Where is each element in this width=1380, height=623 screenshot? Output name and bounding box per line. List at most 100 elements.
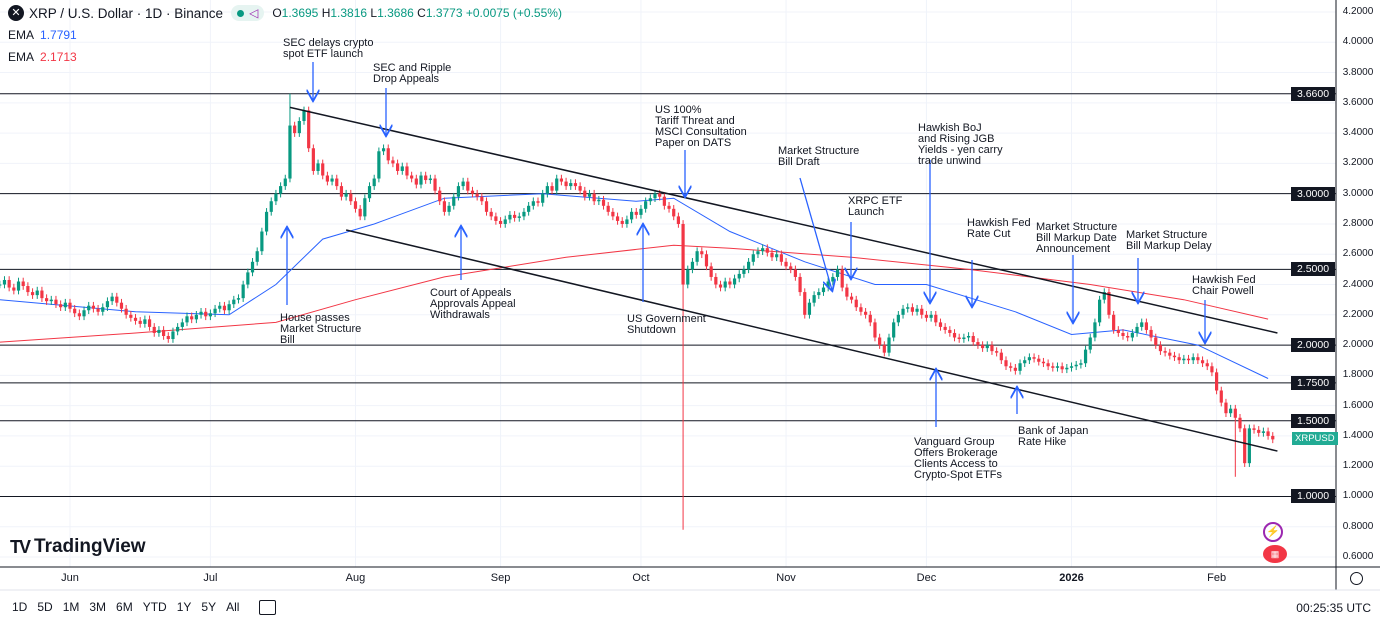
candle-body [784,261,788,267]
candle-body [513,214,517,218]
range-ytd[interactable]: YTD [142,600,167,614]
candle-body [293,125,297,134]
level-price-label: 2.5000 [1291,262,1335,277]
range-1y[interactable]: 1Y [176,600,192,614]
candle-body [63,302,67,308]
candle-body [250,261,255,273]
candle-body [564,181,568,187]
ema-slow-legend[interactable]: EMA 2.1713 [8,50,77,64]
candle-body [180,322,184,327]
candle-body [1055,366,1060,368]
candle-body [115,296,119,303]
ohlc-readout: O1.3695 H1.3816 L1.3686 C1.3773 +0.0075 … [272,6,562,20]
candle-body [1074,364,1078,367]
candle-body [793,269,797,277]
go-to-date-calendar-icon[interactable] [259,600,276,615]
candle-body [728,281,732,285]
candle-body [639,208,643,215]
ema-fast-line [0,193,1269,379]
annotation-label: US 100% Tariff Threat and MSCI Consultat… [655,104,747,149]
candle-body [152,326,156,333]
range-3m[interactable]: 3M [89,600,107,614]
candle-body [91,305,95,309]
candle-body [864,311,868,315]
candle-body [269,201,273,212]
x-tick-label: 2026 [1059,572,1084,584]
candle-body [87,305,91,311]
annotation-label: Hawkish Fed Rate Cut [967,217,1031,240]
ema-fast-legend[interactable]: EMA 1.7791 [8,28,77,42]
candle-body [498,220,503,224]
candle-body [1210,366,1214,373]
candle-body [892,322,896,338]
open-value: 1.3695 [281,6,319,20]
candle-body [204,311,208,317]
market-status[interactable]: ◁ [231,5,265,21]
candle-body [1037,358,1041,362]
candle-body [779,254,783,262]
range-5d[interactable]: 5D [37,600,53,614]
candle-body [1116,329,1120,333]
range-5y[interactable]: 5Y [201,600,217,614]
y-tick-label: 3.0000 [1342,187,1374,199]
candle-body [732,278,737,285]
candle-body [742,269,746,274]
settings-icon[interactable] [1350,572,1363,585]
candle-body [363,198,367,217]
change-value: +0.0075 (+0.55%) [465,6,562,20]
candle-body [16,281,21,291]
candle-body [601,199,606,206]
range-1m[interactable]: 1M [62,600,80,614]
range-1d[interactable]: 1D [12,600,28,614]
candle-body [1098,299,1102,323]
candle-body [718,284,723,288]
candle-body [77,313,81,317]
candle-body [761,248,765,252]
candle-body [962,337,966,340]
candle-body [311,148,315,171]
candle-body [625,219,629,224]
range-6m[interactable]: 6M [116,600,133,614]
candle-body [667,205,671,209]
channel-lower-line [345,229,1278,452]
tradingview-mark-icon: TV [10,536,31,557]
x-tick-label: Oct [632,572,650,584]
candle-body [424,175,428,181]
annotation-label: Vanguard Group Offers Brokerage Clients … [914,436,1003,481]
candle-body [82,310,86,317]
x-tick-label: Aug [345,572,366,584]
candle-body [751,254,755,262]
close-label: C [417,6,426,20]
y-tick-label: 2.8000 [1342,217,1374,229]
annotation-label: Bank of Japan Rate Hike [1018,425,1089,448]
candle-body [133,317,138,321]
ai-assistant-icon[interactable]: ⚡ [1263,522,1283,542]
candle-body [690,261,695,270]
candle-body [756,251,760,255]
candle-body [597,199,601,202]
candle-body [456,186,461,197]
candle-body [316,163,320,171]
close-value: 1.3773 [425,6,463,20]
candle-body [162,329,166,336]
candle-body [1229,408,1233,414]
level-price-label: 3.0000 [1291,186,1335,201]
annotation-label: Hawkish BoJ and Rising JGB Yields - yen … [918,122,1003,167]
candle-body [1093,322,1097,338]
candle-body [737,273,741,279]
candle-body [302,110,306,122]
candle-body [1163,351,1167,353]
candle-body [840,269,844,288]
symbol-title[interactable]: XRP / U.S. Dollar · 1D · Binance [29,5,224,21]
candle-body [817,292,821,296]
candle-body [274,193,278,202]
flag-icon[interactable]: ▦ [1263,545,1287,563]
high-value: 1.3816 [330,6,368,20]
y-tick-label: 1.8000 [1342,369,1374,381]
range-all[interactable]: All [226,600,240,614]
candle-body [1135,326,1139,333]
candle-body [1032,357,1036,359]
candle-body [405,166,409,176]
tradingview-logo[interactable]: TV TradingView [10,536,146,558]
